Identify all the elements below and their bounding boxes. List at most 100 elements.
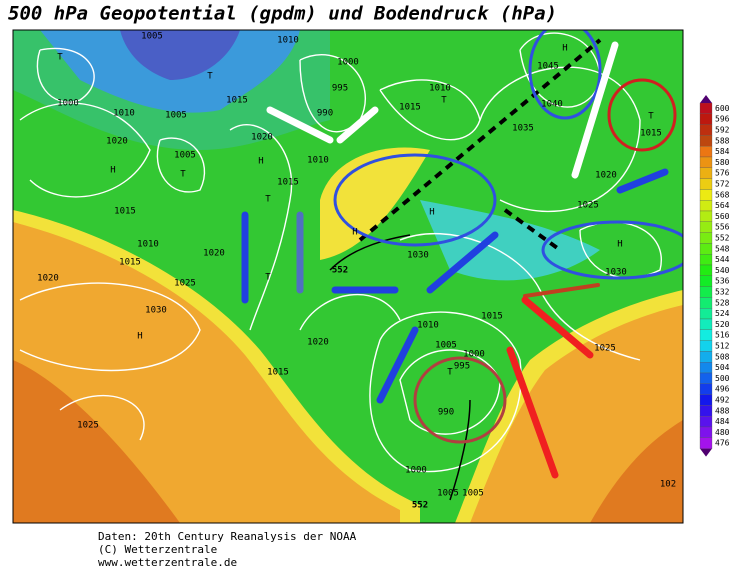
- colorbar-label: 480: [715, 428, 730, 437]
- colorbar-swatch: [699, 416, 713, 428]
- low-geopotential: [13, 30, 330, 150]
- pressure-center: H: [429, 208, 434, 218]
- low-geopotential: [120, 30, 240, 80]
- pressure-label: 1030: [145, 306, 167, 316]
- footer: Daten: 20th Century Reanalysis der NOAA(…: [98, 530, 357, 569]
- colorbar-swatch: [699, 318, 713, 330]
- colorbar: 6005965925885845805765725685645605565525…: [699, 95, 730, 457]
- pressure-label: 1010: [307, 156, 329, 166]
- colorbar-swatch: [699, 275, 713, 287]
- colorbar-label: 504: [715, 363, 730, 372]
- colorbar-swatch: [699, 232, 713, 244]
- pressure-center: T: [207, 72, 213, 82]
- pressure-center: T: [648, 112, 654, 122]
- pressure-label: 1030: [407, 251, 429, 261]
- pressure-label: 1020: [595, 171, 617, 181]
- colorbar-label: 516: [715, 331, 730, 340]
- colorbar-swatch: [699, 351, 713, 363]
- pressure-label: 1000: [337, 58, 359, 68]
- high-geopotential: [590, 420, 683, 523]
- pressure-label: 1040: [541, 100, 563, 110]
- pressure-label: 1000: [405, 466, 427, 476]
- colorbar-label: 540: [715, 266, 730, 275]
- colorbar-label: 528: [715, 298, 730, 307]
- colorbar-label: 564: [715, 201, 730, 210]
- colorbar-swatch: [699, 124, 713, 136]
- pressure-center: T: [447, 368, 453, 378]
- colorbar-label: 548: [715, 244, 730, 253]
- contour-label: 552: [332, 266, 348, 276]
- pressure-label: 1005: [437, 489, 459, 499]
- footer-line: (C) Wetterzentrale: [98, 543, 217, 556]
- pressure-label: 102: [660, 480, 676, 490]
- pressure-center: T: [441, 96, 447, 106]
- colorbar-label: 488: [715, 406, 730, 415]
- colorbar-swatch: [699, 102, 713, 114]
- pressure-label: 995: [454, 362, 470, 372]
- colorbar-swatch: [699, 437, 713, 449]
- colorbar-swatch: [699, 362, 713, 374]
- colorbar-swatch: [699, 135, 713, 147]
- pressure-label: 1010: [137, 240, 159, 250]
- pressure-label: 1025: [77, 421, 99, 431]
- pressure-label: 1000: [463, 350, 485, 360]
- colorbar-swatch: [699, 156, 713, 168]
- colorbar-swatch: [699, 340, 713, 352]
- pressure-label: 1015: [119, 258, 141, 268]
- pressure-label: 1025: [174, 279, 196, 289]
- colorbar-swatch: [699, 221, 713, 233]
- colorbar-label: 552: [715, 234, 730, 243]
- colorbar-label: 560: [715, 212, 730, 221]
- colorbar-swatch: [699, 146, 713, 158]
- arrows: [241, 41, 669, 479]
- colorbar-label: 520: [715, 320, 730, 329]
- pressure-label: 1015: [114, 207, 136, 217]
- colorbar-label: 576: [715, 169, 730, 178]
- footer-line: Daten: 20th Century Reanalysis der NOAA: [98, 530, 357, 543]
- pressure-label: 995: [332, 84, 348, 94]
- colorbar-label: 600: [715, 104, 730, 113]
- pressure-center: T: [57, 53, 63, 63]
- pressure-center: H: [562, 44, 567, 54]
- colorbar-swatch: [699, 167, 713, 179]
- colorbar-swatch: [699, 243, 713, 255]
- colorbar-label: 500: [715, 374, 730, 383]
- pressure-label: 1015: [481, 312, 503, 322]
- pressure-label: 1015: [267, 368, 289, 378]
- pressure-label: 1025: [594, 344, 616, 354]
- title: 500 hPa Geopotential (gpdm) und Bodendru…: [8, 3, 557, 25]
- pressure-label: 1015: [277, 178, 299, 188]
- pressure-center: H: [617, 240, 622, 250]
- pressure-label: 1000: [57, 99, 79, 109]
- pressure-label: 1010: [429, 84, 451, 94]
- colorbar-swatch: [699, 329, 713, 341]
- pressure-label: 1020: [251, 133, 273, 143]
- colorbar-swatch: [699, 286, 713, 298]
- colorbar-label: 476: [715, 439, 730, 448]
- pressure-label: 1020: [203, 249, 225, 259]
- pressure-label: 1020: [307, 338, 329, 348]
- pressure-center: T: [265, 195, 271, 205]
- colorbar-swatch: [699, 264, 713, 276]
- colorbar-label: 556: [715, 223, 730, 232]
- colorbar-swatch: [699, 372, 713, 384]
- pressure-label: 1005: [174, 151, 196, 161]
- pressure-label: 1010: [277, 36, 299, 46]
- pressure-label: 1005: [141, 32, 163, 42]
- pressure-center: H: [352, 228, 357, 238]
- pressure-label: 1005: [165, 111, 187, 121]
- pressure-label: 990: [317, 109, 333, 119]
- colorbar-label: 592: [715, 126, 730, 135]
- colorbar-swatch: [699, 426, 713, 438]
- pressure-label: 1025: [577, 201, 599, 211]
- pressure-label: 1005: [462, 489, 484, 499]
- colorbar-swatch: [699, 189, 713, 201]
- footer-line: www.wetterzentrale.de: [98, 556, 237, 569]
- colorbar-swatch: [699, 297, 713, 309]
- colorbar-swatch: [699, 394, 713, 406]
- colorbar-label: 544: [715, 255, 730, 264]
- pressure-center: H: [258, 157, 263, 167]
- colorbar-label: 484: [715, 417, 730, 426]
- pressure-label: 1020: [106, 137, 128, 147]
- colorbar-swatch: [699, 308, 713, 320]
